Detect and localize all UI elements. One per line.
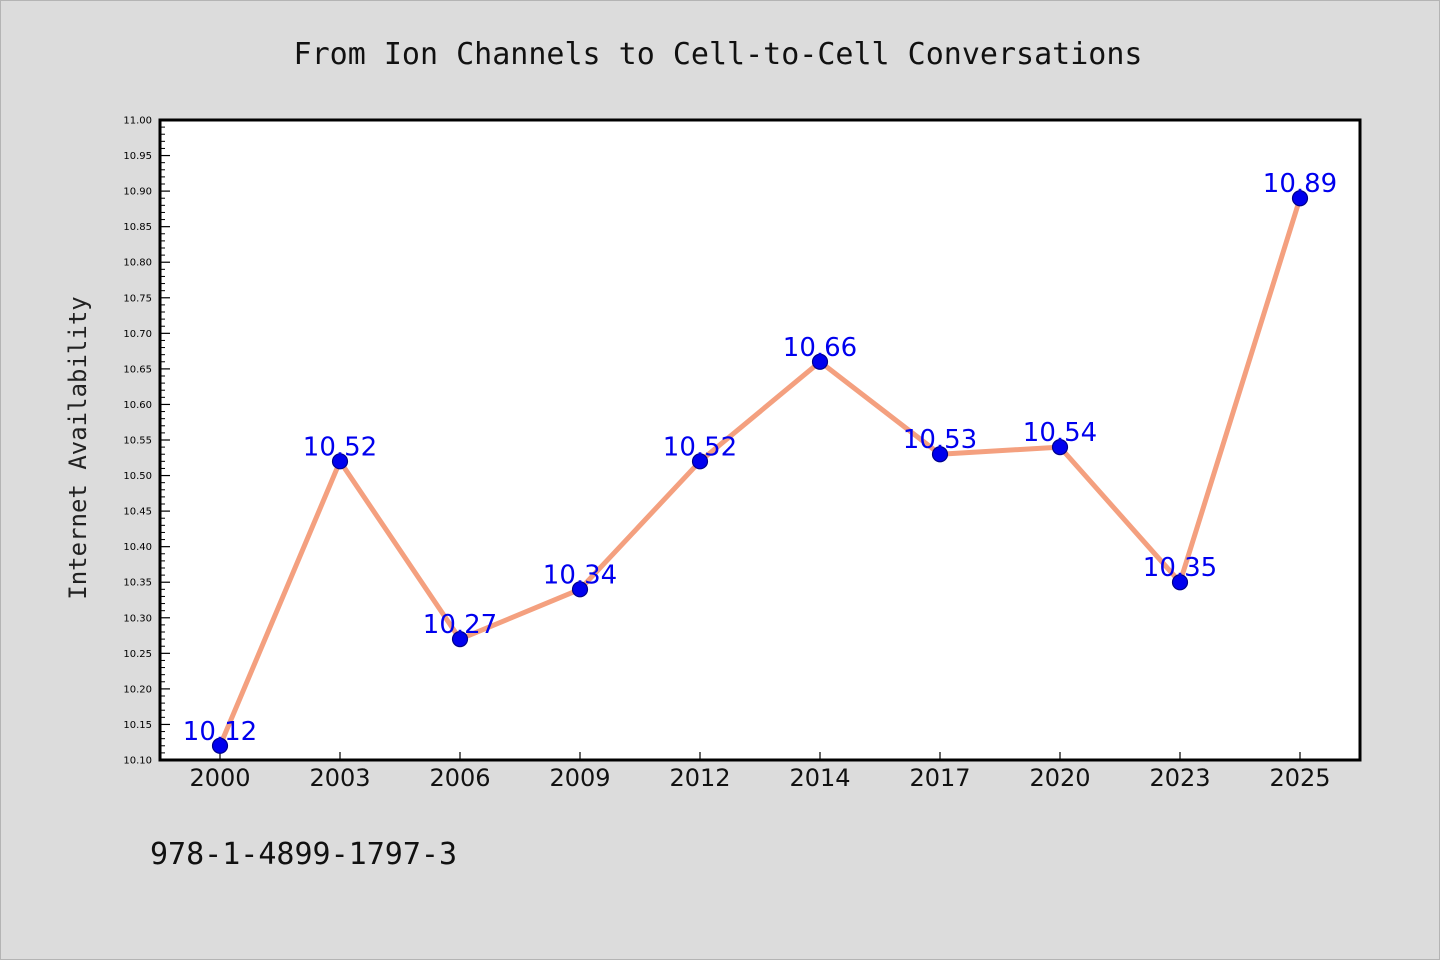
y-tick-label: 10.30 bbox=[123, 613, 152, 624]
data-label: 10.12 bbox=[183, 717, 257, 747]
data-label: 10.89 bbox=[1263, 169, 1337, 199]
y-tick-label: 10.20 bbox=[123, 684, 152, 695]
data-labels: 10.12 10.52 10.27 10.34 10.52 10.66 10.53 10.54… bbox=[183, 169, 1337, 747]
y-tick-label: 10.60 bbox=[123, 400, 152, 411]
y-tick-label: 10.80 bbox=[123, 258, 152, 269]
y-tick-label: 10.10 bbox=[123, 756, 152, 767]
data-label: 10.52 bbox=[663, 432, 737, 462]
plot-border bbox=[158, 118, 1362, 762]
y-tick-label: 11.00 bbox=[123, 116, 152, 127]
data-label: 10.66 bbox=[783, 333, 857, 363]
y-axis-label: Internet Availability bbox=[64, 296, 92, 599]
data-point bbox=[931, 446, 949, 463]
data-label: 10.54 bbox=[1023, 418, 1097, 448]
data-point bbox=[211, 737, 229, 754]
y-tick-label: 10.25 bbox=[123, 649, 152, 660]
y-tick-label: 10.50 bbox=[123, 471, 152, 482]
x-tick-label: 2014 bbox=[789, 764, 850, 792]
x-tick-label: 2000 bbox=[189, 764, 250, 792]
x-tick-label: 2017 bbox=[909, 764, 970, 792]
y-tick-label: 10.35 bbox=[123, 578, 152, 589]
data-point bbox=[331, 453, 349, 470]
x-tick-label: 2003 bbox=[309, 764, 370, 792]
y-axis: 10.10 10.15 10.20 10.25 10.30 10.35 10.40 10.45… bbox=[123, 116, 170, 767]
isbn-text: 978-1-4899-1797-3 bbox=[150, 837, 457, 872]
data-point bbox=[1171, 574, 1189, 591]
y-tick-label: 10.75 bbox=[123, 293, 152, 304]
x-tick-label: 2006 bbox=[429, 764, 490, 792]
data-label: 10.53 bbox=[903, 425, 977, 455]
x-axis: 2000 2003 2006 2009 2012 2014 2017 2020 2023 2025 bbox=[189, 752, 1331, 792]
x-tick-label: 2012 bbox=[669, 764, 730, 792]
data-point bbox=[1291, 190, 1309, 207]
y-tick-label: 10.95 bbox=[123, 151, 152, 162]
data-point bbox=[811, 353, 829, 370]
y-tick-label: 10.65 bbox=[123, 364, 152, 375]
y-tick-label: 10.55 bbox=[123, 436, 152, 447]
y-tick-label: 10.15 bbox=[123, 720, 152, 731]
y-tick-label: 10.40 bbox=[123, 542, 152, 553]
data-label: 10.35 bbox=[1143, 553, 1217, 583]
y-tick-label: 10.45 bbox=[123, 507, 152, 518]
data-point bbox=[451, 631, 469, 648]
plot-area bbox=[160, 120, 1360, 760]
x-tick-label: 2020 bbox=[1029, 764, 1090, 792]
y-tick-label: 10.85 bbox=[123, 222, 152, 233]
series-line bbox=[217, 195, 1303, 749]
data-point bbox=[1051, 439, 1069, 456]
x-tick-label: 2025 bbox=[1269, 764, 1330, 792]
data-label: 10.34 bbox=[543, 560, 617, 590]
y-tick-label: 10.90 bbox=[123, 187, 152, 198]
data-label: 10.27 bbox=[423, 610, 497, 640]
data-label: 10.52 bbox=[303, 432, 377, 462]
x-tick-label: 2009 bbox=[549, 764, 610, 792]
data-point bbox=[571, 581, 589, 598]
chart-title: From Ion Channels to Cell-to-Cell Conver… bbox=[294, 37, 1143, 72]
y-tick-label: 10.70 bbox=[123, 329, 152, 340]
x-tick-label: 2023 bbox=[1149, 764, 1210, 792]
series-line-group bbox=[217, 195, 1303, 749]
data-points bbox=[211, 190, 1309, 754]
data-point bbox=[691, 453, 709, 470]
